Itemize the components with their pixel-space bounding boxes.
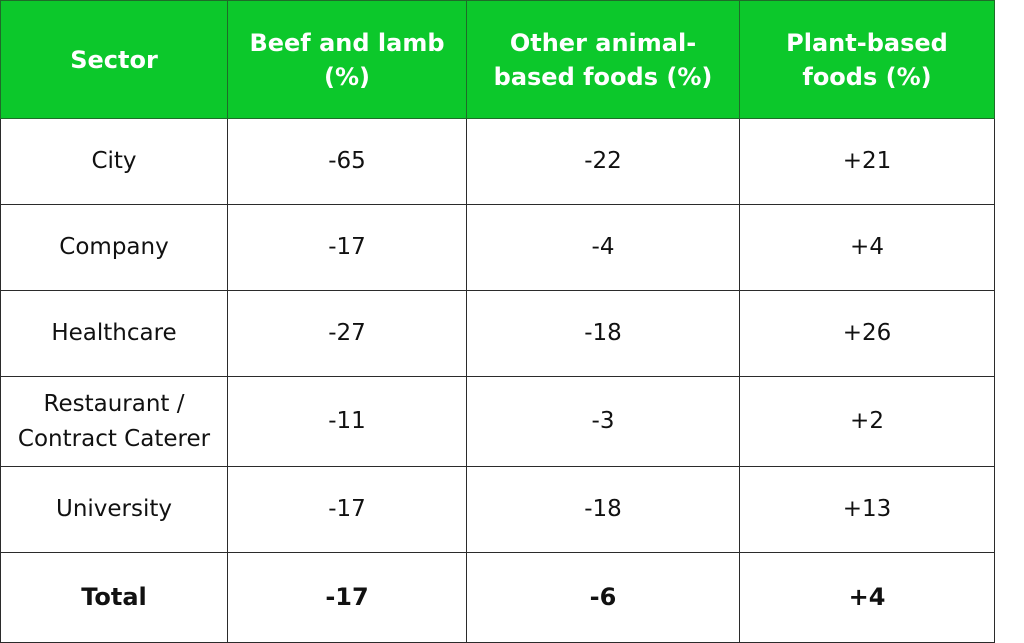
sector-change-table: Sector Beef and lamb (%) Other animal-ba… xyxy=(0,0,995,643)
table-row: City -65 -22 +21 xyxy=(0,118,995,205)
sector-cell: Restaurant / Contract Caterer xyxy=(0,376,228,467)
plant-based-cell: +2 xyxy=(739,376,995,467)
plant-based-cell: +21 xyxy=(739,118,995,205)
sector-cell: Healthcare xyxy=(0,290,228,377)
beef-and-lamb-cell: -11 xyxy=(227,376,467,467)
plant-based-cell: +13 xyxy=(739,466,995,553)
total-row: Total -17 -6 +4 xyxy=(0,552,995,643)
other-animal-cell: -3 xyxy=(466,376,740,467)
table-row: Restaurant / Contract Caterer -11 -3 +2 xyxy=(0,376,995,467)
column-header-other-animal-based-foods: Other animal-based foods (%) xyxy=(466,0,740,119)
other-animal-cell: -22 xyxy=(466,118,740,205)
table-row: Healthcare -27 -18 +26 xyxy=(0,290,995,377)
sector-cell: Company xyxy=(0,204,228,291)
table-row: Company -17 -4 +4 xyxy=(0,204,995,291)
beef-and-lamb-cell: -27 xyxy=(227,290,467,377)
header-row: Sector Beef and lamb (%) Other animal-ba… xyxy=(0,0,995,119)
table-row: University -17 -18 +13 xyxy=(0,466,995,553)
plant-based-cell: +4 xyxy=(739,204,995,291)
total-plant-based-cell: +4 xyxy=(739,552,995,643)
beef-and-lamb-cell: -65 xyxy=(227,118,467,205)
sector-cell: City xyxy=(0,118,228,205)
sector-cell: University xyxy=(0,466,228,553)
table-header: Sector Beef and lamb (%) Other animal-ba… xyxy=(0,0,995,119)
beef-and-lamb-cell: -17 xyxy=(227,204,467,291)
column-header-sector: Sector xyxy=(0,0,228,119)
total-beef-and-lamb-cell: -17 xyxy=(227,552,467,643)
other-animal-cell: -18 xyxy=(466,290,740,377)
column-header-beef-and-lamb: Beef and lamb (%) xyxy=(227,0,467,119)
table-body: City -65 -22 +21 Company -17 -4 +4 Healt… xyxy=(0,118,995,643)
beef-and-lamb-cell: -17 xyxy=(227,466,467,553)
column-header-plant-based-foods: Plant-based foods (%) xyxy=(739,0,995,119)
other-animal-cell: -18 xyxy=(466,466,740,553)
total-label-cell: Total xyxy=(0,552,228,643)
plant-based-cell: +26 xyxy=(739,290,995,377)
total-other-animal-cell: -6 xyxy=(466,552,740,643)
other-animal-cell: -4 xyxy=(466,204,740,291)
